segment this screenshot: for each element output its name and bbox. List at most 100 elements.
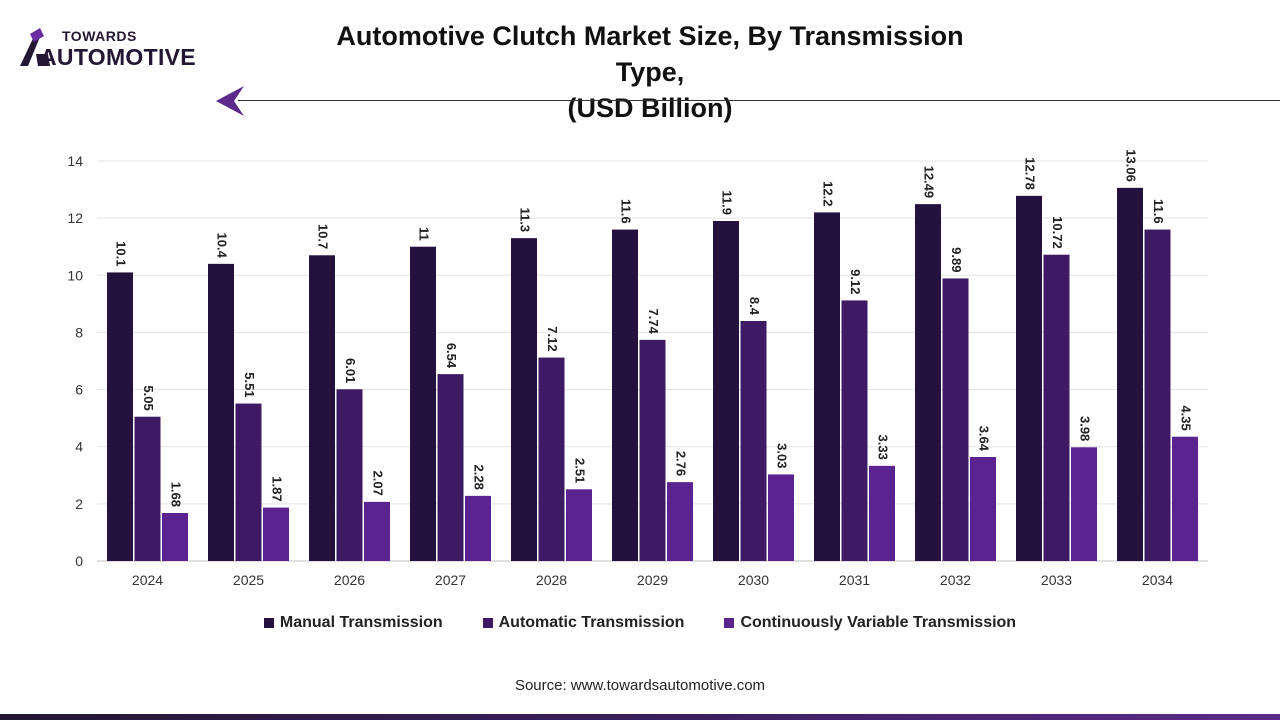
legend-swatch-manual [263,618,274,628]
legend-swatch-automatic [482,618,493,628]
y-tick-label: 0 [75,553,83,569]
bar-2-2034 [1172,436,1198,561]
brand-logo: TOWARDS AUTOMOTIVE [18,26,228,72]
bar-0-2027 [410,246,436,561]
x-tick-label: 2025 [233,572,264,588]
bar-2-2031 [869,465,895,561]
data-label: 1.87 [270,476,285,501]
legend-item-manual: Manual Transmission [263,614,443,632]
bar-0-2028 [511,238,537,561]
data-label: 10.4 [215,233,230,259]
data-label: 5.51 [242,372,257,397]
data-label: 9.89 [949,247,964,272]
y-tick-label: 8 [75,324,83,340]
data-label: 11.3 [518,208,533,233]
x-tick-label: 2032 [940,572,971,588]
legend-label-manual: Manual Transmission [279,614,443,631]
data-label: 2.28 [472,465,487,490]
data-label: 10.1 [114,241,129,266]
bar-0-2032 [915,204,941,561]
x-tick-label: 2028 [536,572,567,588]
x-tick-label: 2024 [132,572,163,588]
data-label: 2.51 [573,458,588,483]
data-label: 9.12 [848,269,863,294]
x-tick-label: 2034 [1142,572,1173,588]
data-label: 3.03 [775,443,790,468]
data-label: 4.35 [1179,405,1194,430]
data-label: 12.49 [922,166,937,199]
bar-chart: 0 2 4 6 8 10 12 14 10.1 5.05 1.68 2024 10.4 5.51 1.87 2… [67,149,1208,588]
legend-label-cvt: Continuously Variable Transmission [740,614,1017,631]
x-tick-label: 2031 [839,572,870,588]
chart-title-line-2: (USD Billion) [567,93,733,123]
legend-item-cvt: Continuously Variable Transmission [724,614,1016,632]
arrow-left-icon [216,86,244,116]
data-label: 11.6 [1151,199,1166,224]
bar-0-2029 [612,229,638,562]
data-label: 5.05 [141,385,156,410]
x-tick-label: 2027 [435,572,466,588]
y-tick-label: 12 [67,210,83,226]
data-label: 1.68 [169,482,184,507]
y-tick-label: 10 [67,267,83,283]
bar-1-2025 [235,403,262,561]
data-label: 12.2 [821,181,836,206]
y-tick-label: 4 [75,439,83,455]
bottom-accent-bar [0,714,1280,720]
bar-1-2034 [1144,229,1171,562]
bar-1-2030 [740,321,767,561]
bar-1-2026 [336,389,363,561]
bar-1-2031 [841,300,868,561]
bar-2-2030 [768,474,794,561]
header-divider [238,100,1280,101]
brand-top-text: TOWARDS [62,28,137,44]
data-label: 3.98 [1078,416,1093,441]
bar-0-2025 [208,263,234,561]
data-label: 7.12 [545,326,560,351]
data-label: 7.74 [646,309,661,335]
chart-title-line-1: Automotive Clutch Market Size, By Transm… [336,21,964,87]
bar-0-2024 [107,272,133,561]
x-tick-label: 2033 [1041,572,1072,588]
data-label: 8.4 [747,297,762,316]
x-tick-label: 2026 [334,572,365,588]
brand-main-text: AUTOMOTIVE [40,44,196,70]
bar-2-2024 [162,513,188,561]
data-label: 6.01 [343,358,358,383]
y-tick-label: 6 [75,382,83,398]
bar-2-2029 [667,482,693,561]
data-label: 2.76 [674,451,689,476]
bar-1-2032 [942,278,969,561]
bar-1-2029 [639,339,666,561]
bar-0-2031 [814,212,840,561]
bar-2-2026 [364,501,390,561]
brand-mark-icon [20,28,50,66]
bar-2-2032 [970,457,996,561]
chart-legend: Manual Transmission Automatic Transmissi… [0,614,1280,632]
bar-2-2033 [1071,447,1097,561]
bar-1-2024 [134,416,161,561]
bar-1-2028 [538,357,565,561]
bar-1-2027 [437,374,464,561]
chart-title: Automotive Clutch Market Size, By Transm… [300,18,1000,126]
y-tick-label: 14 [67,153,83,169]
data-label: 13.06 [1124,149,1139,182]
x-tick-label: 2030 [738,572,769,588]
y-tick-label: 2 [75,496,83,512]
data-label: 11.9 [720,190,735,215]
bar-0-2034 [1117,187,1143,561]
data-label: 2.07 [371,471,386,496]
bar-0-2026 [309,255,335,562]
data-label: 10.7 [316,224,331,249]
data-label: 11.6 [619,199,634,224]
bar-1-2033 [1043,254,1070,561]
bar-0-2033 [1016,195,1042,561]
source-text: Source: www.towardsautomotive.com [514,677,766,694]
bar-2-2028 [566,489,592,561]
data-label: 3.33 [876,435,891,460]
legend-item-automatic: Automatic Transmission [482,614,684,632]
bar-0-2030 [713,221,739,561]
data-label: 6.54 [444,343,459,369]
data-label: 3.64 [977,426,992,452]
bar-2-2025 [263,507,289,561]
